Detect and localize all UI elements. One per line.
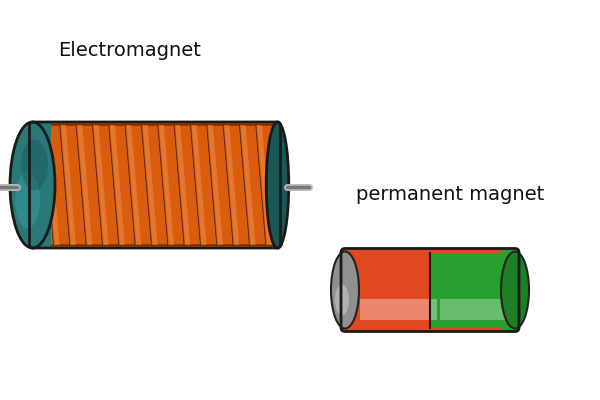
Bar bbox=[37, 178, 272, 185]
Ellipse shape bbox=[501, 252, 529, 328]
Bar bbox=[37, 168, 272, 175]
Bar bbox=[37, 197, 272, 204]
Polygon shape bbox=[142, 125, 158, 245]
Polygon shape bbox=[223, 125, 250, 245]
Polygon shape bbox=[207, 125, 233, 245]
Bar bbox=[37, 211, 272, 218]
Bar bbox=[37, 202, 272, 209]
Polygon shape bbox=[28, 125, 43, 245]
Bar bbox=[37, 216, 272, 223]
Bar bbox=[37, 149, 272, 156]
Polygon shape bbox=[256, 125, 283, 245]
Polygon shape bbox=[109, 125, 125, 245]
Bar bbox=[37, 134, 272, 142]
Polygon shape bbox=[77, 125, 92, 245]
Polygon shape bbox=[93, 125, 109, 245]
Polygon shape bbox=[28, 125, 54, 245]
FancyBboxPatch shape bbox=[29, 122, 281, 248]
Polygon shape bbox=[125, 125, 152, 245]
Bar bbox=[37, 140, 272, 147]
Bar bbox=[37, 154, 272, 161]
Ellipse shape bbox=[331, 252, 359, 328]
Bar bbox=[37, 182, 272, 190]
Polygon shape bbox=[175, 125, 190, 245]
Bar bbox=[37, 144, 272, 151]
Bar bbox=[37, 159, 272, 166]
Bar bbox=[37, 173, 272, 180]
Bar bbox=[37, 221, 272, 228]
Polygon shape bbox=[77, 125, 103, 245]
Text: permanent magnet: permanent magnet bbox=[356, 186, 544, 204]
Polygon shape bbox=[44, 125, 59, 245]
Polygon shape bbox=[125, 125, 141, 245]
Bar bbox=[37, 187, 272, 194]
Polygon shape bbox=[158, 125, 174, 245]
Polygon shape bbox=[60, 125, 86, 245]
Ellipse shape bbox=[10, 122, 55, 248]
Bar bbox=[430, 252, 517, 328]
Polygon shape bbox=[44, 125, 70, 245]
Polygon shape bbox=[256, 125, 272, 245]
Polygon shape bbox=[191, 125, 217, 245]
FancyBboxPatch shape bbox=[341, 248, 519, 332]
Polygon shape bbox=[109, 125, 136, 245]
Bar bbox=[37, 163, 272, 170]
Text: Electromagnet: Electromagnet bbox=[59, 40, 202, 60]
Bar bbox=[360, 298, 437, 320]
Bar bbox=[440, 298, 505, 320]
Polygon shape bbox=[158, 125, 185, 245]
Polygon shape bbox=[240, 125, 266, 245]
FancyBboxPatch shape bbox=[501, 248, 519, 332]
Ellipse shape bbox=[266, 122, 289, 248]
Bar bbox=[37, 192, 272, 200]
Polygon shape bbox=[223, 125, 239, 245]
Ellipse shape bbox=[21, 140, 48, 190]
Ellipse shape bbox=[15, 172, 40, 228]
Bar bbox=[37, 226, 272, 233]
Polygon shape bbox=[240, 125, 256, 245]
Polygon shape bbox=[207, 125, 223, 245]
Bar bbox=[37, 207, 272, 214]
Polygon shape bbox=[175, 125, 201, 245]
Bar bbox=[31, 122, 50, 248]
Polygon shape bbox=[93, 125, 119, 245]
Polygon shape bbox=[60, 125, 76, 245]
Ellipse shape bbox=[335, 285, 349, 315]
Polygon shape bbox=[142, 125, 168, 245]
Polygon shape bbox=[191, 125, 206, 245]
